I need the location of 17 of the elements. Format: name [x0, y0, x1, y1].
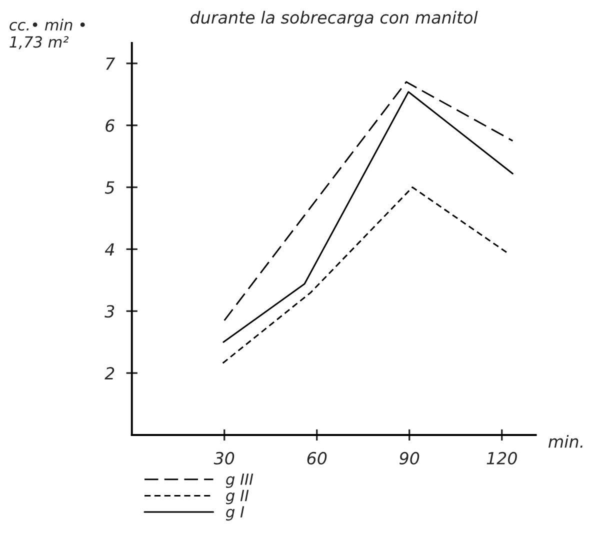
legend-label: g II	[226, 490, 249, 504]
x-tick-label: 60	[307, 452, 327, 465]
line-series	[222, 186, 508, 364]
x-tick-label: 90	[400, 452, 420, 465]
y-tick-label: 3	[104, 305, 114, 318]
y-tick-label: 2	[104, 367, 114, 380]
y-tick-label: 6	[106, 119, 114, 132]
x-tick-label: 30	[214, 452, 234, 465]
y-axis-title: cc.• min • 1,73 m²	[10, 18, 85, 50]
x-tick-label: 120	[486, 452, 517, 465]
x-axis-title: min.	[548, 434, 582, 448]
y-tick-label: 7	[106, 58, 116, 70]
y-tick-label: 5	[104, 181, 114, 194]
chart-title: durante la sobrecarga con manitol	[190, 10, 478, 27]
legend-label: g I	[226, 506, 244, 521]
y-tick-label: 4	[104, 243, 114, 256]
legend-label: g III	[226, 474, 254, 488]
